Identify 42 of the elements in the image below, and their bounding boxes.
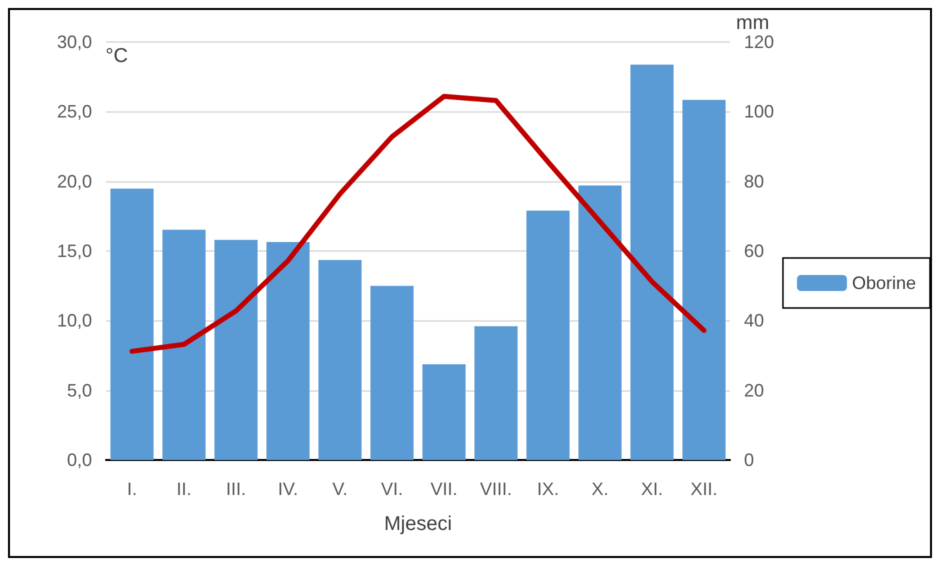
x-tick-label: XII. [690, 479, 718, 499]
x-tick-label: II. [176, 479, 192, 499]
y-tick-label: 0,0 [66, 450, 92, 470]
y-tick-label: 30,0 [56, 32, 92, 52]
x-tick-label: IV. [278, 479, 298, 499]
y-axis-title: °C [106, 45, 128, 67]
bar [110, 188, 154, 460]
y-tick-label: 20,0 [56, 171, 92, 192]
bar [474, 326, 518, 460]
y2-axis-title: mm [736, 12, 770, 34]
bar [578, 186, 622, 460]
x-tick-label: VIII. [480, 479, 512, 499]
legend-label: Oborine [852, 273, 916, 293]
y-tick-label: 5,0 [66, 380, 92, 400]
y-tick-label: 25,0 [56, 102, 92, 122]
x-tick-label: I. [126, 479, 138, 499]
y-tick-label: 10,0 [56, 310, 92, 331]
bar [266, 242, 310, 460]
x-tick-label: V. [332, 479, 348, 499]
y2-tick-label: 120 [744, 32, 774, 52]
y2-tick-label: 80 [744, 171, 764, 192]
y-tick-label: 15,0 [56, 241, 92, 261]
bar [422, 364, 466, 460]
x-tick-label: X. [591, 479, 609, 499]
bar [630, 64, 674, 460]
bar [682, 100, 726, 460]
x-tick-label: III. [226, 479, 246, 499]
y2-tick-label: 60 [744, 241, 764, 261]
y2-tick-label: 100 [744, 102, 774, 122]
x-tick-label: VII. [430, 479, 458, 499]
bar [318, 260, 362, 460]
y2-tick-label: 40 [744, 310, 764, 331]
y2-tick-label: 20 [744, 380, 764, 400]
bar [370, 286, 414, 460]
x-tick-label: XI. [640, 479, 664, 499]
x-tick-label: VI. [380, 479, 404, 499]
x-tick-label: IX. [536, 479, 560, 499]
bar [526, 210, 570, 460]
x-axis-title: Mjeseci [384, 513, 452, 535]
bar [214, 240, 258, 460]
y2-tick-label: 0 [744, 450, 754, 470]
bar [162, 230, 206, 460]
